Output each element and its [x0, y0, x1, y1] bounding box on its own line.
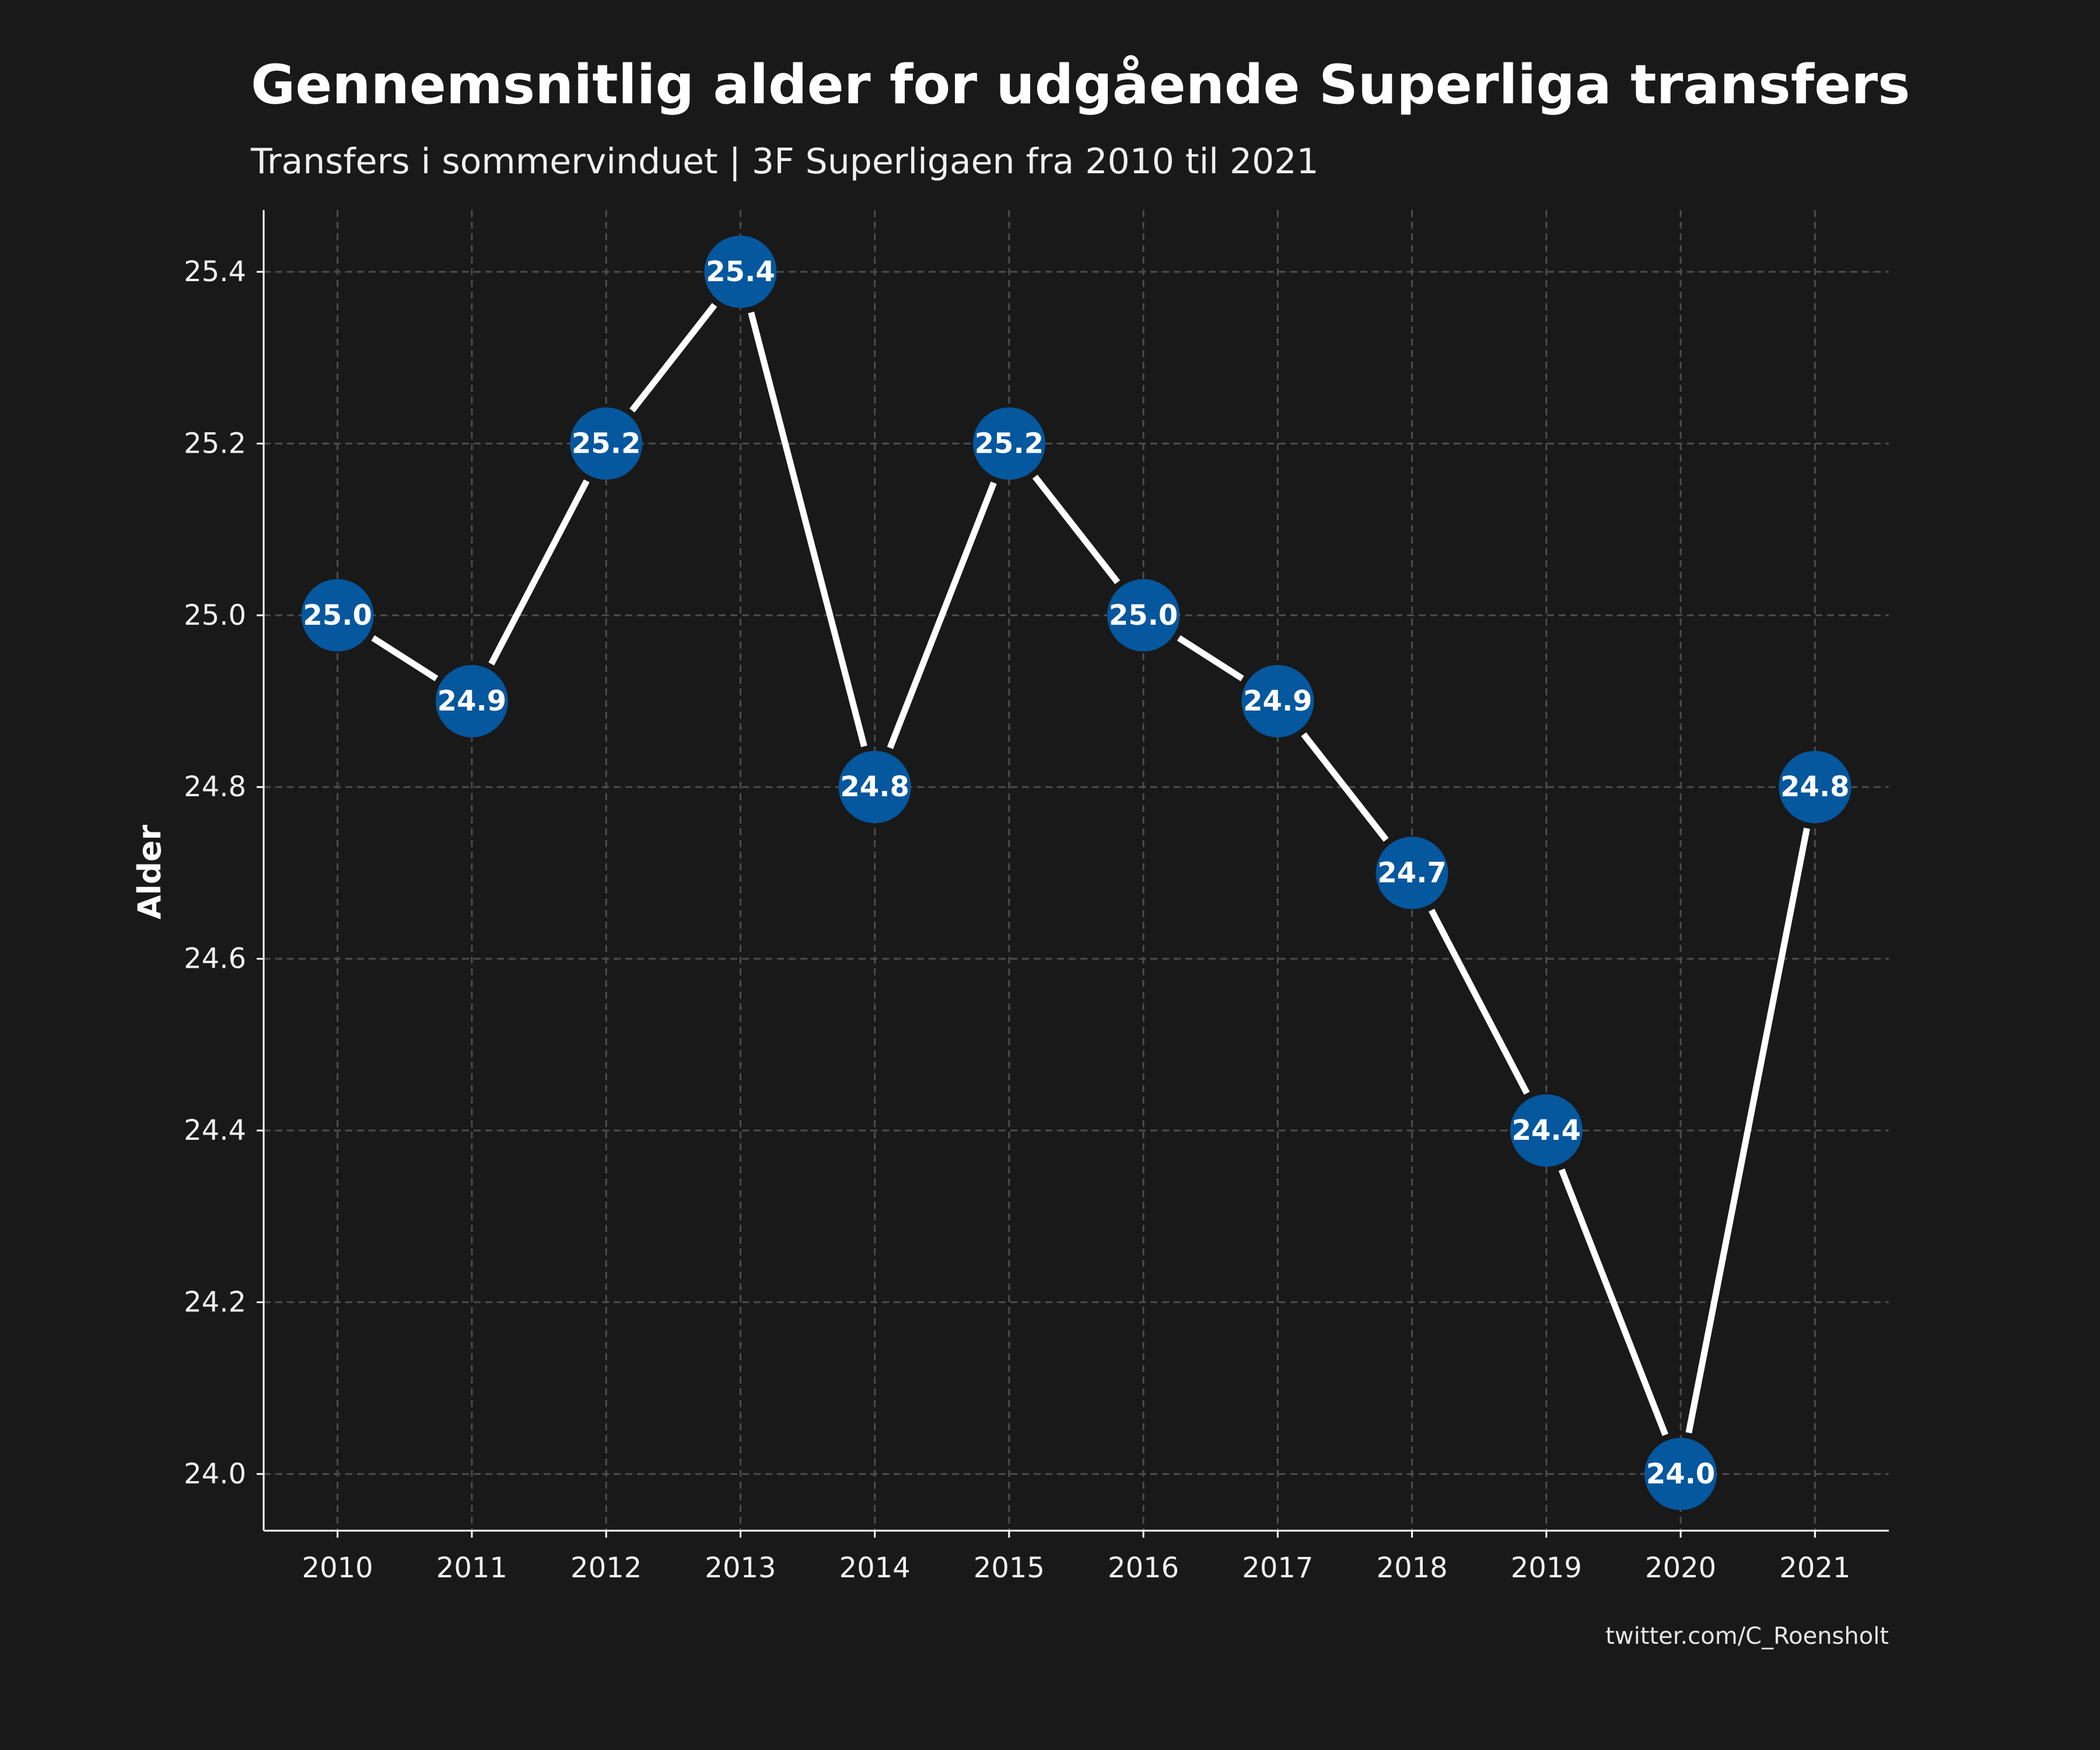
data-points: 25.0 24.9 25.2 25.4 24.8 25.2 25.0 24.9 24.7 24.4…: [301, 235, 1852, 1510]
tick-labels: 24.0 24.2 24.4 24.6 24.8 25.0 25.2 25.4 2010 2011…: [184, 256, 1850, 1584]
data-point: [1510, 1094, 1583, 1167]
chart-subtitle: Transfers i sommervinduet | 3F Superliga…: [250, 141, 1319, 182]
data-label: 24.8: [1780, 771, 1849, 803]
line-segment: [371, 635, 439, 681]
data-label: 25.0: [1109, 599, 1178, 632]
data-point: [838, 751, 911, 824]
x-tick-label: 2011: [436, 1552, 508, 1584]
line-segment: [748, 312, 867, 747]
x-tick-label: 2014: [839, 1552, 911, 1584]
data-label: 25.2: [572, 427, 640, 460]
x-tick-label: 2019: [1511, 1552, 1582, 1584]
y-axis-title: Alder: [131, 825, 168, 920]
data-label: 24.0: [1646, 1458, 1715, 1490]
x-tick-label: 2018: [1377, 1552, 1448, 1584]
y-tick-label: 24.4: [184, 1114, 246, 1147]
y-tick-label: 24.0: [184, 1458, 246, 1490]
data-point: [570, 407, 643, 480]
data-label: 24.8: [840, 771, 909, 803]
line-segment: [1429, 908, 1530, 1095]
y-tick-label: 24.8: [184, 771, 246, 803]
y-tick-label: 25.4: [184, 256, 246, 288]
data-point: [1779, 751, 1852, 824]
x-tick-label: 2017: [1242, 1552, 1313, 1584]
line-segment: [1301, 732, 1389, 842]
data-label: 24.7: [1377, 856, 1446, 889]
data-label: 24.4: [1512, 1114, 1581, 1147]
data-label: 25.2: [975, 427, 1044, 460]
data-point: [704, 235, 777, 308]
data-point: [1376, 836, 1448, 909]
line-segment: [488, 479, 590, 666]
data-label: 24.9: [1243, 685, 1312, 718]
x-tick-label: 2016: [1108, 1552, 1179, 1584]
line-segment: [1177, 635, 1244, 681]
data-point: [972, 407, 1045, 480]
chart-title: Gennemsnitlig alder for udgående Superli…: [251, 53, 1910, 116]
line-segment: [1032, 474, 1121, 584]
data-label: 25.0: [303, 599, 372, 632]
line-segment: [1558, 1168, 1669, 1436]
data-label: 25.4: [706, 256, 775, 288]
y-tick-label: 24.6: [184, 943, 246, 975]
x-tick-label: 2013: [705, 1552, 776, 1584]
series-line: [371, 303, 1810, 1436]
x-tick-label: 2020: [1645, 1552, 1716, 1584]
data-point: [435, 665, 508, 738]
y-tick-label: 24.2: [184, 1286, 246, 1318]
chart-caption: twitter.com/C_Roensholt: [1605, 1623, 1889, 1650]
gridlines: [264, 210, 1889, 1531]
x-tick-label: 2012: [570, 1552, 642, 1584]
data-point: [1241, 665, 1314, 738]
data-point: [1644, 1437, 1717, 1510]
y-tick-label: 25.0: [184, 599, 246, 632]
line-segment: [1685, 827, 1810, 1434]
x-tick-label: 2021: [1779, 1552, 1850, 1584]
y-tick-label: 25.2: [184, 427, 246, 460]
x-tick-label: 2010: [302, 1552, 373, 1584]
data-point: [301, 579, 374, 652]
data-point: [1107, 579, 1180, 652]
line-segment: [629, 303, 718, 413]
axes: [257, 210, 1889, 1538]
line-segment: [887, 481, 997, 750]
x-tick-label: 2015: [974, 1552, 1045, 1584]
data-label: 24.9: [438, 685, 506, 718]
